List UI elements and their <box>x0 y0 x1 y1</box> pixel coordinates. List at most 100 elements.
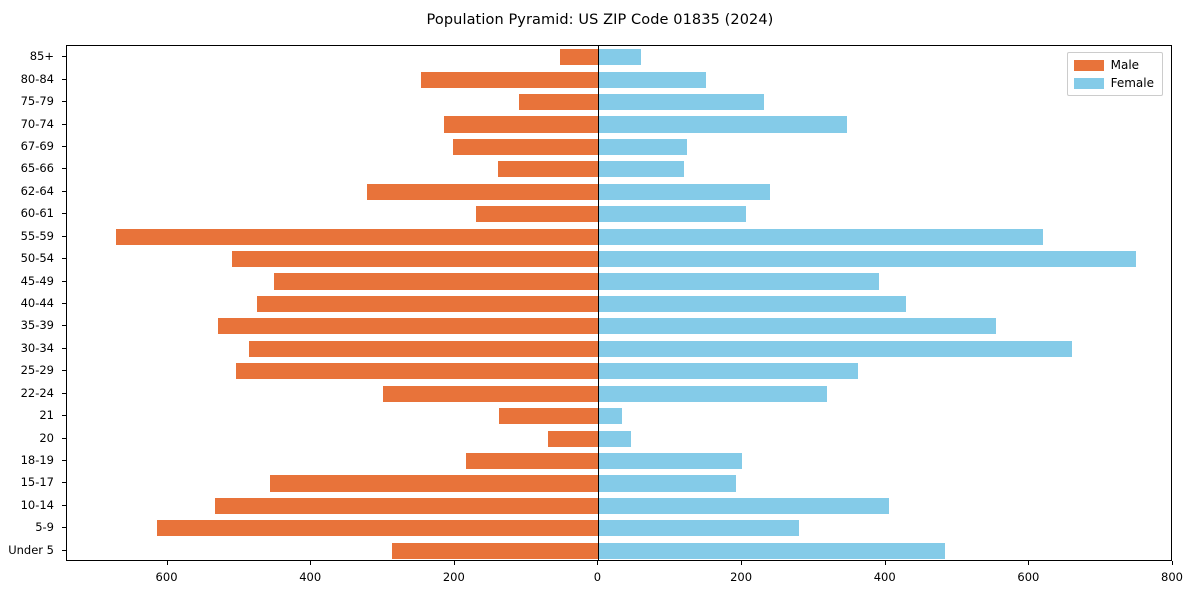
bar-row <box>67 228 1171 245</box>
y-tick-mark <box>62 460 66 462</box>
bar-female <box>598 273 879 290</box>
bar-female <box>598 340 1073 357</box>
bar-row <box>67 340 1171 357</box>
bar-male <box>156 520 599 537</box>
bar-female <box>598 475 737 492</box>
y-tick-label: 85+ <box>29 49 54 64</box>
bar-male <box>257 295 599 313</box>
x-tick-mark <box>1028 561 1030 565</box>
y-tick-label: 35-39 <box>20 318 54 333</box>
y-tick-mark <box>62 56 66 58</box>
y-tick-mark <box>62 370 66 372</box>
bar-row <box>67 475 1171 492</box>
x-axis: 600 400 200 0 200 400 600 800 <box>66 561 1183 600</box>
legend-swatch-male <box>1073 59 1104 71</box>
bar-female <box>598 452 743 470</box>
bar-female <box>598 138 687 156</box>
bar-male <box>232 251 599 268</box>
zero-axis-line <box>598 46 600 560</box>
bar-female <box>598 318 997 335</box>
legend: Male Female <box>1066 52 1163 96</box>
bar-row <box>67 94 1171 111</box>
y-tick-mark <box>62 303 66 304</box>
bar-female <box>598 363 858 380</box>
bar-female <box>598 183 771 200</box>
y-tick-label: 50-54 <box>20 251 54 266</box>
bar-male <box>519 94 599 111</box>
bar-female <box>598 161 684 178</box>
bar-row <box>67 497 1171 514</box>
bar-male <box>383 385 599 402</box>
y-tick-label: 15-17 <box>20 475 54 490</box>
bar-row <box>67 206 1171 223</box>
bar-row <box>67 452 1171 470</box>
bar-male <box>248 340 599 357</box>
bar-male <box>476 206 599 223</box>
bar-male <box>217 318 599 335</box>
y-tick-label: 55-59 <box>20 228 54 243</box>
y-tick-mark <box>62 78 66 80</box>
y-tick-label: 25-29 <box>20 363 54 378</box>
y-tick-mark <box>62 235 66 237</box>
x-tick-mark <box>1172 561 1173 565</box>
y-tick-mark <box>62 280 66 282</box>
bar-row <box>67 116 1171 133</box>
bar-female <box>598 251 1136 268</box>
bar-male <box>499 408 599 425</box>
x-tick-mark <box>310 561 312 565</box>
y-tick-mark <box>62 527 66 529</box>
x-tick-label: 200 <box>442 570 465 584</box>
bar-female <box>598 430 632 447</box>
bar-male <box>391 542 599 559</box>
bar-female <box>598 94 765 111</box>
x-tick-label: 600 <box>155 570 178 584</box>
y-tick-label: 22-24 <box>20 385 54 400</box>
y-tick-mark <box>62 482 66 484</box>
y-tick-label: 40-44 <box>20 296 54 310</box>
x-tick-label: 400 <box>299 570 322 584</box>
bar-row <box>67 251 1171 268</box>
y-tick-mark <box>62 213 66 215</box>
bar-row <box>67 542 1171 559</box>
x-tick-mark <box>453 561 455 565</box>
y-tick-label: 30-34 <box>20 340 54 355</box>
y-tick-mark <box>62 101 66 103</box>
bar-male <box>214 497 599 514</box>
y-tick-label: 21 <box>39 408 54 423</box>
bar-female <box>598 408 623 425</box>
y-tick-mark <box>62 347 66 349</box>
legend-item-female[interactable]: Female <box>1073 76 1154 90</box>
x-tick-label: 800 <box>1161 570 1183 584</box>
bar-row <box>67 363 1171 380</box>
bar-row <box>67 273 1171 290</box>
y-tick-label: 67-69 <box>20 138 54 153</box>
bar-male <box>497 161 599 178</box>
bar-row <box>67 318 1171 335</box>
bar-male <box>367 183 599 200</box>
legend-label-male: Male <box>1110 58 1140 72</box>
bar-female <box>598 71 707 88</box>
x-tick-label: 200 <box>730 570 753 584</box>
y-axis: 85+ 80-84 75-79 70-74 67-69 65-66 62-64 60-61 55… <box>0 45 66 561</box>
y-tick-label: 60-61 <box>20 206 54 221</box>
x-tick-label: 600 <box>1017 570 1040 584</box>
bar-male <box>444 116 599 133</box>
bar-female <box>598 520 799 537</box>
y-tick-label: 62-64 <box>20 183 54 198</box>
bar-row <box>67 385 1171 402</box>
y-tick-label: Under 5 <box>8 542 54 557</box>
y-tick-mark <box>62 190 66 192</box>
x-tick-label: 0 <box>593 570 602 584</box>
y-tick-label: 5-9 <box>35 520 54 535</box>
bar-row <box>67 520 1171 537</box>
y-tick-label: 45-49 <box>20 273 54 288</box>
legend-item-male[interactable]: Male <box>1073 58 1154 72</box>
y-tick-mark <box>62 258 66 260</box>
y-tick-label: 65-66 <box>20 161 54 176</box>
bar-male <box>115 228 599 245</box>
y-tick-label: 10-14 <box>20 497 54 512</box>
y-tick-mark <box>62 145 66 147</box>
bar-female <box>598 206 746 223</box>
x-tick-mark <box>884 561 886 565</box>
bar-row <box>67 183 1171 200</box>
